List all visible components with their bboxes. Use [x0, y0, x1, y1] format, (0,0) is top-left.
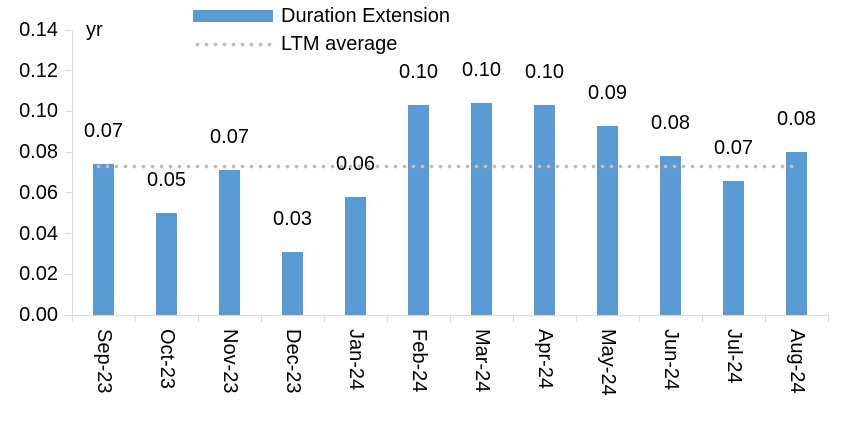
x-category-label-text: Jul-24 — [722, 329, 745, 384]
x-tick-mark — [135, 315, 136, 322]
y-tick-label: 0.00 — [19, 304, 58, 326]
bar-series-swatch-icon — [193, 10, 273, 22]
y-tick-label: 0.14 — [19, 19, 58, 41]
x-tick-mark — [261, 315, 262, 322]
x-tick-mark — [576, 315, 577, 322]
bar-jan-24 — [345, 196, 366, 315]
y-axis-unit-label: yr — [86, 19, 103, 41]
legend-item-duration-extension: Duration Extension — [193, 4, 450, 28]
bar-value-label: 0.08 — [651, 112, 690, 135]
y-tick-mark — [65, 29, 72, 31]
bar-value-label: 0.07 — [84, 120, 123, 143]
x-tick-mark — [828, 315, 829, 322]
bar-dec-23 — [282, 251, 303, 315]
y-tick-label: 0.08 — [19, 141, 58, 164]
x-category-label-text: Apr-24 — [533, 329, 556, 390]
x-category-label-text: Dec-23 — [281, 329, 304, 394]
x-category-label-text: Nov-23 — [218, 329, 241, 394]
y-tick-mark — [65, 273, 72, 275]
x-tick-mark — [765, 315, 766, 322]
x-tick-mark — [72, 315, 73, 322]
bar-jul-24 — [723, 180, 744, 315]
bar-value-label: 0.10 — [399, 61, 438, 84]
bar-aug-24 — [786, 152, 807, 315]
y-tick-mark — [65, 233, 72, 235]
x-category-label-text: Aug-24 — [785, 329, 808, 394]
bar-value-label: 0.03 — [273, 207, 312, 230]
legend: Duration Extension LTM average — [193, 4, 450, 56]
legend-item-ltm-average: LTM average — [193, 32, 450, 56]
y-tick-label: 0.04 — [19, 222, 58, 245]
bar-may-24 — [597, 125, 618, 315]
y-tick-mark — [65, 110, 72, 112]
bar-jun-24 — [660, 156, 681, 315]
bar-oct-23 — [156, 213, 177, 315]
bar-value-label: 0.07 — [210, 126, 249, 149]
ltm-average-line — [94, 163, 797, 169]
bar-feb-24 — [408, 105, 429, 315]
x-tick-mark — [702, 315, 703, 322]
y-tick-label: 0.06 — [19, 181, 58, 204]
x-category-label-text: Jan-24 — [344, 329, 367, 391]
bar-value-label: 0.09 — [588, 81, 627, 104]
bar-value-label: 0.08 — [777, 108, 816, 131]
x-tick-mark — [324, 315, 325, 322]
y-tick-mark — [65, 70, 72, 72]
legend-label-duration-extension: Duration Extension — [281, 5, 450, 27]
y-tick-label: 0.12 — [19, 59, 58, 82]
bar-value-label: 0.10 — [462, 59, 501, 82]
bar-sep-23 — [93, 164, 114, 315]
x-category-label-text: Oct-23 — [155, 329, 178, 390]
x-tick-mark — [198, 315, 199, 322]
dotted-line-swatch-icon — [193, 41, 277, 47]
bar-mar-24 — [471, 103, 492, 315]
x-tick-mark — [513, 315, 514, 322]
x-tick-mark — [639, 315, 640, 322]
x-category-label-text: May-24 — [596, 329, 619, 396]
y-axis-line — [72, 30, 73, 315]
x-category-label-text: Sep-23 — [92, 329, 115, 394]
x-tick-mark — [387, 315, 388, 322]
y-tick-label: 0.02 — [19, 263, 58, 286]
x-tick-mark — [450, 315, 451, 322]
x-category-label-text: Jun-24 — [659, 329, 682, 391]
legend-label-ltm-average: LTM average — [281, 33, 398, 55]
bar-apr-24 — [534, 105, 555, 315]
y-tick-label: 0.10 — [19, 100, 58, 123]
bar-value-label: 0.10 — [525, 61, 564, 84]
x-category-label-text: Feb-24 — [407, 329, 430, 393]
y-tick-mark — [65, 192, 72, 194]
bar-value-label: 0.05 — [147, 169, 186, 192]
bar-nov-23 — [219, 170, 240, 315]
bar-value-label: 0.07 — [714, 136, 753, 159]
x-category-label-text: Mar-24 — [470, 329, 493, 393]
y-tick-mark — [65, 314, 72, 316]
y-tick-mark — [65, 151, 72, 153]
